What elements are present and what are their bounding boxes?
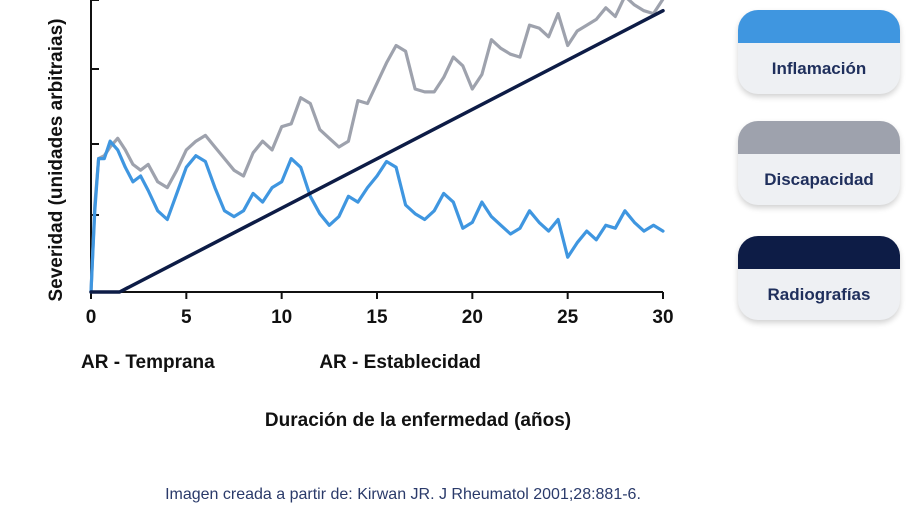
x-axis-ticks: 0 5 10 15 20 25 30 [86, 292, 674, 328]
legend-label-inflamacion: Inflamación [771, 58, 867, 78]
legend-swatch-discapacidad [738, 121, 900, 154]
x-axis-title: Duración de la enfermedad (años) [265, 410, 571, 431]
phase-label-0: AR - Temprana [81, 352, 215, 373]
legend-label-radiografias: Radiografías [767, 284, 871, 304]
phase-label-1: AR - Establecidad [319, 352, 481, 373]
legend-swatch-radiografias [738, 236, 900, 269]
x-tick-label-25: 25 [557, 307, 579, 328]
x-tick-label-5: 5 [181, 307, 192, 328]
x-tick-label-10: 10 [271, 307, 292, 328]
y-axis-title: Severidad (unidades arbitraias) [46, 19, 67, 302]
image-citation: Imagen creada a partir de: Kirwan JR. J … [165, 486, 641, 503]
x-tick-label-0: 0 [86, 307, 97, 328]
series-lines [89, 0, 665, 294]
legend-item-radiografias: Radiografías [738, 236, 900, 320]
phase-labels: AR - Temprana AR - Establecidad [81, 352, 481, 373]
plot-area: 0 5 10 15 20 25 30 [86, 0, 674, 328]
series-line-radiografias [89, 8, 665, 294]
legend-item-discapacidad: Discapacidad [738, 121, 900, 205]
series-line-inflamacion [89, 139, 665, 294]
x-tick-label-20: 20 [462, 307, 483, 328]
legend-swatch-inflamacion [738, 10, 900, 43]
legend-label-discapacidad: Discapacidad [764, 169, 874, 189]
x-tick-label-15: 15 [366, 307, 388, 328]
series-line-discapacidad [89, 0, 665, 294]
legend-item-inflamacion: Inflamación [738, 10, 900, 94]
x-tick-label-30: 30 [652, 307, 673, 328]
